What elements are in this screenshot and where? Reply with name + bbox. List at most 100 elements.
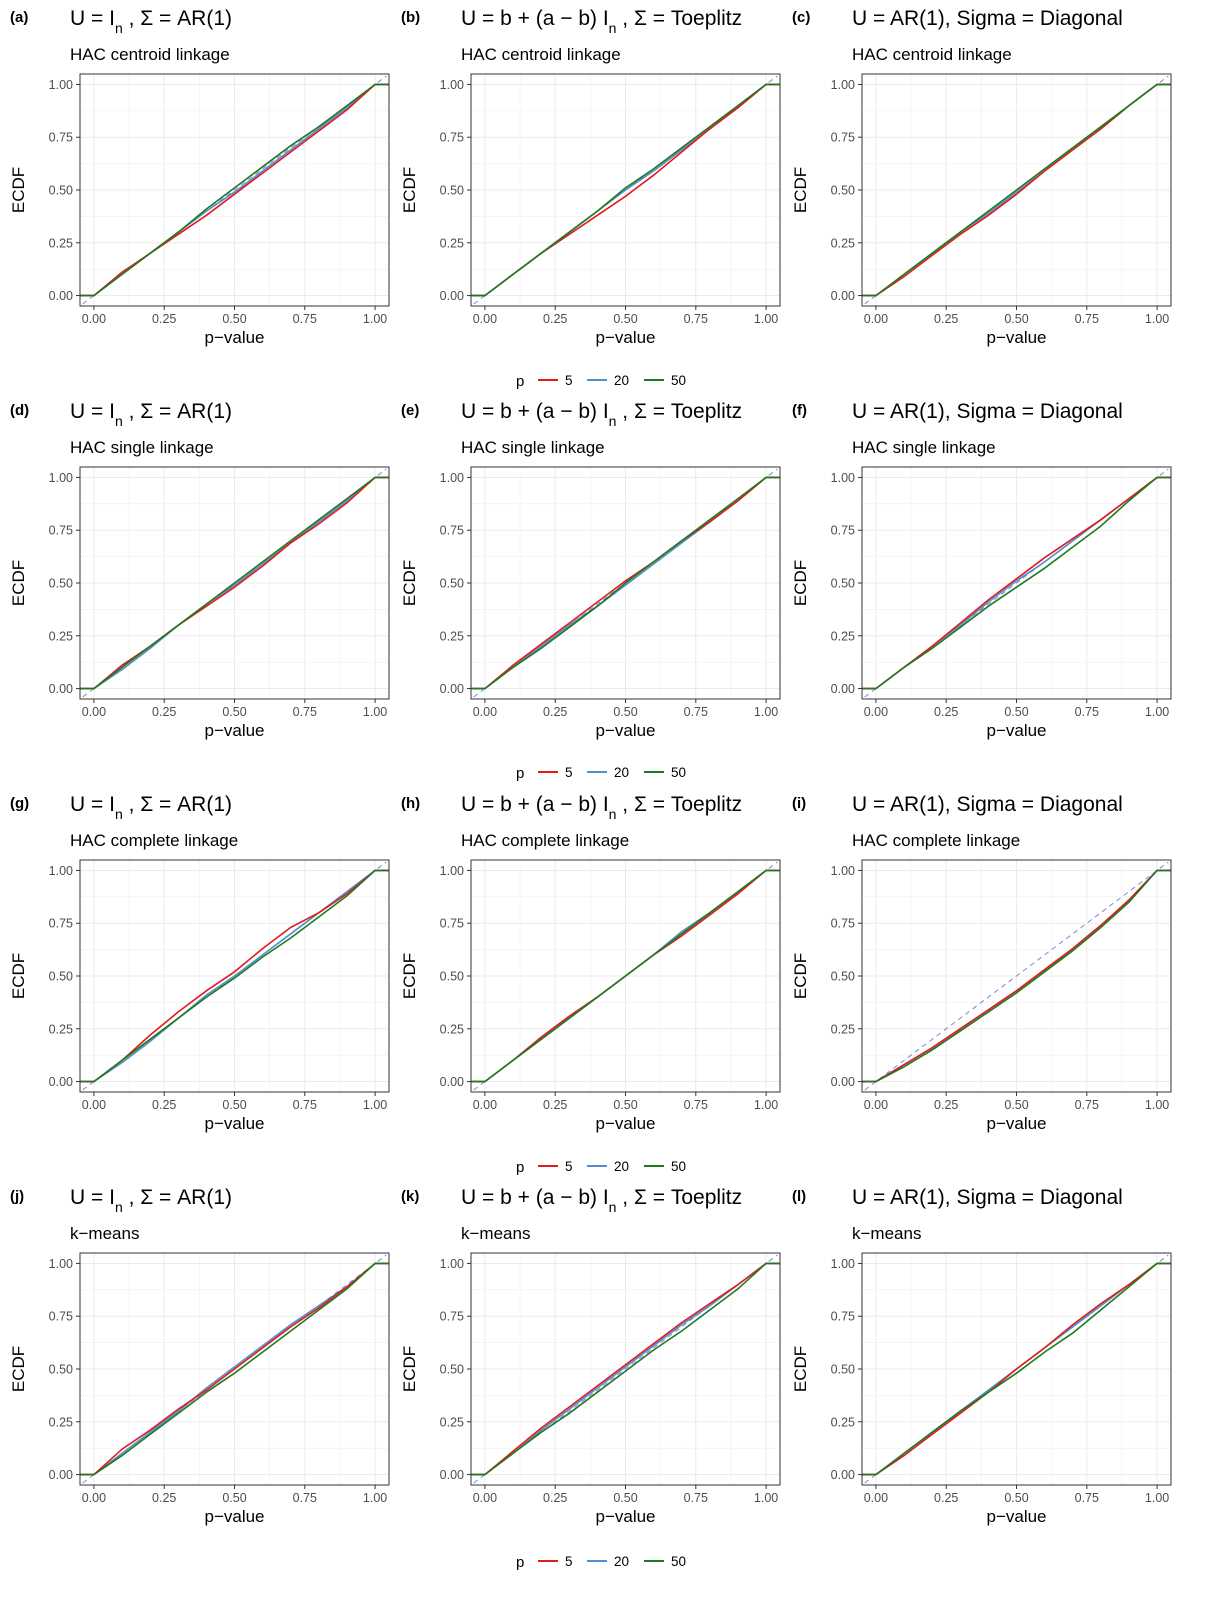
- y-tick-label: 0.00: [49, 289, 73, 303]
- panel-subtitle: HAC complete linkage: [70, 831, 238, 850]
- panel-title: U = AR(1), Sigma = Diagonal: [852, 400, 1123, 423]
- panel-tag: (d): [10, 402, 29, 419]
- x-tick-label: 0.00: [864, 312, 888, 326]
- y-tick-label: 1.00: [831, 78, 855, 92]
- x-axis-label: p−value: [204, 1114, 264, 1133]
- gridlines: [471, 860, 780, 1092]
- y-axis-label: ECDF: [400, 1346, 419, 1392]
- y-tick-label: 0.00: [831, 289, 855, 303]
- x-tick-label: 0.75: [293, 705, 317, 719]
- panel-tag: (g): [10, 795, 29, 812]
- y-tick-label: 0.25: [49, 1022, 73, 1036]
- legend-label-p20: 20: [614, 1554, 629, 1569]
- panel-k: (k) U = b + (a − b) In , Σ = Toeplitz k−me…: [400, 1186, 781, 1526]
- series-line-p50: [862, 1262, 1171, 1476]
- panel-f: (f) U = AR(1), Sigma = Diagonal HAC single…: [791, 400, 1172, 740]
- y-tick-label: 0.50: [49, 1363, 73, 1377]
- x-axis-label: p−value: [595, 721, 655, 740]
- legend-label-p20: 20: [614, 765, 629, 780]
- legend-title: p: [516, 373, 524, 390]
- y-tick-label: 0.25: [831, 629, 855, 643]
- y-tick-label: 0.00: [440, 1075, 464, 1089]
- y-tick-label: 0.00: [440, 289, 464, 303]
- x-tick-label: 0.00: [473, 312, 497, 326]
- y-tick-label: 1.00: [440, 471, 464, 485]
- y-tick-label: 0.75: [49, 524, 73, 538]
- y-axis-label: ECDF: [791, 1346, 810, 1392]
- panel-title: U = b + (a − b) In , Σ = Toeplitz: [461, 400, 742, 429]
- y-tick-label: 0.75: [440, 917, 464, 931]
- y-tick-label: 0.50: [831, 1363, 855, 1377]
- x-tick-label: 0.50: [613, 312, 637, 326]
- series-line-p20: [80, 476, 389, 690]
- series-line-p5: [471, 476, 780, 690]
- x-tick-label: 0.00: [82, 1491, 106, 1505]
- panel-e: (e) U = b + (a − b) In , Σ = Toeplitz HAC …: [400, 400, 781, 740]
- y-tick-label: 0.00: [831, 682, 855, 696]
- x-tick-label: 0.50: [222, 1098, 246, 1112]
- legend: p 5 20 50: [516, 1554, 686, 1571]
- y-axis-label: ECDF: [400, 953, 419, 999]
- legend: p 5 20 50: [516, 1159, 686, 1176]
- series-line-p50: [471, 869, 780, 1083]
- gridlines: [862, 860, 1171, 1092]
- y-tick-label: 0.75: [440, 131, 464, 145]
- x-tick-label: 1.00: [754, 1098, 778, 1112]
- y-tick-label: 0.25: [831, 1022, 855, 1036]
- y-tick-label: 0.50: [440, 184, 464, 198]
- y-tick-label: 1.00: [440, 78, 464, 92]
- panel-b: (b) U = b + (a − b) In , Σ = Toeplitz HAC …: [400, 7, 781, 347]
- series-line-p50: [862, 83, 1171, 297]
- x-tick-label: 0.75: [684, 312, 708, 326]
- x-tick-label: 0.00: [473, 1098, 497, 1112]
- x-tick-label: 0.50: [1004, 1491, 1028, 1505]
- panel-l: (l) U = AR(1), Sigma = Diagonal k−means 0.0…: [791, 1186, 1172, 1526]
- panel-title: U = In , Σ = AR(1): [70, 7, 232, 36]
- y-tick-label: 0.75: [49, 131, 73, 145]
- panel-subtitle: k−means: [461, 1224, 530, 1243]
- y-tick-label: 1.00: [831, 864, 855, 878]
- series-line-p5: [80, 83, 389, 297]
- x-tick-label: 0.75: [684, 1491, 708, 1505]
- y-tick-label: 1.00: [440, 864, 464, 878]
- y-tick-label: 1.00: [49, 78, 73, 92]
- y-tick-label: 0.50: [440, 577, 464, 591]
- series-line-p5: [862, 1262, 1171, 1476]
- y-tick-label: 0.75: [831, 1310, 855, 1324]
- x-tick-label: 0.75: [1075, 312, 1099, 326]
- x-tick-label: 0.00: [82, 1098, 106, 1112]
- x-tick-label: 0.00: [473, 1491, 497, 1505]
- x-tick-label: 0.25: [152, 1098, 176, 1112]
- y-axis-label: ECDF: [400, 167, 419, 213]
- legend-label-p20: 20: [614, 373, 629, 388]
- y-tick-label: 1.00: [831, 1257, 855, 1271]
- series-line-p50: [80, 869, 389, 1083]
- y-tick-label: 0.75: [440, 1310, 464, 1324]
- x-axis-label: p−value: [595, 1114, 655, 1133]
- legend-label-p50: 50: [671, 765, 686, 780]
- series-line-p20: [80, 869, 389, 1083]
- y-tick-label: 0.00: [831, 1075, 855, 1089]
- x-tick-label: 0.25: [934, 1491, 958, 1505]
- x-axis-label: p−value: [204, 1507, 264, 1526]
- legend-label-p5: 5: [565, 373, 573, 388]
- x-tick-label: 0.75: [1075, 1098, 1099, 1112]
- x-tick-label: 0.50: [222, 312, 246, 326]
- panel-g: (g) U = In , Σ = AR(1) HAC complete linkag…: [9, 793, 390, 1133]
- x-tick-label: 0.50: [613, 1098, 637, 1112]
- y-tick-label: 0.25: [831, 236, 855, 250]
- panel-tag: (i): [792, 795, 806, 812]
- panel-title: U = b + (a − b) In , Σ = Toeplitz: [461, 1186, 742, 1215]
- panel-tag: (b): [401, 9, 420, 26]
- x-tick-label: 0.25: [543, 312, 567, 326]
- panel-subtitle: HAC single linkage: [461, 438, 605, 457]
- x-tick-label: 0.75: [684, 1098, 708, 1112]
- x-tick-label: 0.00: [473, 705, 497, 719]
- legend: p 5 20 50: [516, 373, 686, 390]
- x-axis-label: p−value: [986, 1507, 1046, 1526]
- panel-title: U = b + (a − b) In , Σ = Toeplitz: [461, 7, 742, 36]
- legend-label-p20: 20: [614, 1159, 629, 1174]
- y-tick-label: 0.00: [831, 1468, 855, 1482]
- y-tick-label: 0.25: [831, 1415, 855, 1429]
- y-tick-label: 0.00: [49, 682, 73, 696]
